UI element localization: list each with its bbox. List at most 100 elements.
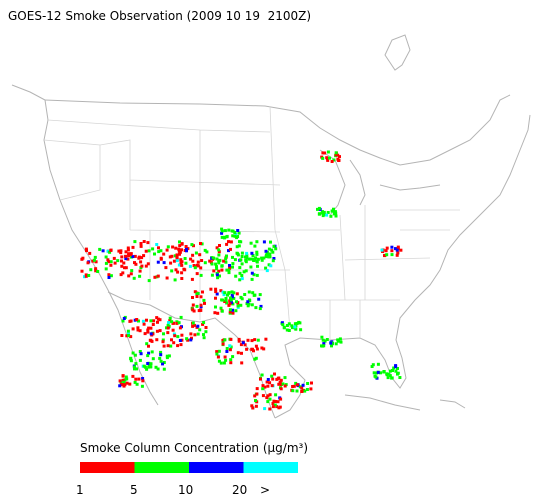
smoke-pixel	[94, 269, 98, 273]
smoke-pixel	[385, 246, 389, 250]
smoke-pixel	[291, 326, 294, 330]
smoke-pixel	[321, 156, 325, 160]
smoke-pixel	[334, 153, 338, 157]
smoke-pixel	[281, 382, 285, 386]
smoke-pixel	[252, 259, 256, 262]
legend-swatch	[243, 462, 298, 473]
smoke-pixel	[80, 257, 84, 261]
smoke-pixel	[321, 151, 325, 155]
smoke-pixel	[138, 274, 142, 278]
smoke-pixel	[190, 277, 194, 281]
smoke-pixel	[151, 247, 155, 251]
smoke-pixel	[223, 235, 227, 239]
smoke-pixel	[262, 347, 266, 351]
smoke-pixel	[334, 342, 338, 346]
smoke-pixel	[202, 336, 206, 340]
smoke-pixel	[140, 256, 144, 260]
smoke-pixel	[142, 322, 146, 326]
smoke-pixel	[254, 256, 258, 260]
smoke-pixel	[214, 262, 218, 266]
smoke-pixel	[322, 210, 326, 214]
smoke-pixel	[390, 376, 394, 380]
smoke-pixel	[265, 252, 269, 256]
smoke-pixel	[178, 250, 182, 254]
smoke-pixel	[230, 295, 234, 299]
smoke-pixel	[171, 245, 175, 249]
smoke-pixel	[217, 250, 221, 254]
smoke-pixel	[203, 301, 206, 305]
smoke-pixel	[148, 338, 152, 342]
smoke-pixel	[108, 250, 112, 254]
smoke-pixel	[204, 326, 208, 329]
smoke-pixel	[124, 254, 128, 258]
smoke-pixel	[196, 292, 200, 295]
smoke-pixel	[245, 347, 249, 351]
smoke-pixel	[161, 340, 165, 344]
smoke-pixel	[255, 392, 259, 396]
smoke-pixel	[208, 259, 212, 263]
smoke-pixel	[228, 302, 232, 306]
smoke-pixel	[246, 300, 250, 304]
smoke-pixel	[394, 369, 398, 373]
smoke-pixel	[142, 240, 146, 243]
smoke-pixel	[323, 151, 327, 155]
smoke-pixel	[231, 262, 235, 266]
smoke-pixel	[255, 250, 259, 254]
smoke-pixel	[203, 261, 207, 265]
smoke-pixel	[165, 326, 168, 330]
smoke-pixel	[388, 374, 392, 378]
smoke-pixel	[144, 264, 148, 268]
smoke-pixel	[121, 319, 125, 323]
smoke-pixel	[126, 246, 130, 250]
smoke-pixel	[269, 240, 272, 244]
smoke-pixel	[217, 269, 221, 273]
smoke-pixel	[258, 307, 262, 311]
smoke-pixel	[250, 303, 254, 307]
smoke-pixel	[220, 231, 224, 235]
smoke-pixel	[220, 309, 224, 313]
smoke-pixel	[212, 269, 216, 273]
smoke-pixel	[265, 396, 269, 400]
smoke-pixel	[238, 266, 242, 270]
smoke-pixel	[256, 264, 259, 268]
smoke-pixel	[141, 377, 145, 380]
smoke-pixel	[157, 246, 160, 250]
smoke-pixel	[250, 277, 254, 281]
smoke-pixel	[266, 394, 270, 398]
smoke-pixel	[275, 405, 279, 409]
smoke-pixel	[273, 372, 276, 376]
smoke-pixel	[88, 251, 92, 255]
smoke-pixel	[127, 274, 131, 278]
smoke-pixel	[170, 338, 173, 342]
smoke-pixel	[162, 361, 166, 364]
smoke-pixel	[236, 351, 240, 355]
smoke-pixel	[199, 273, 203, 277]
smoke-pixel	[107, 273, 111, 277]
smoke-pixel	[179, 258, 183, 262]
smoke-pixel	[253, 357, 257, 361]
smoke-pixel	[193, 266, 197, 270]
smoke-pixel	[325, 213, 329, 217]
smoke-pixel	[174, 246, 178, 250]
smoke-pixel	[215, 273, 219, 277]
smoke-pixel	[264, 254, 268, 258]
smoke-pixel	[250, 347, 254, 351]
smoke-pixel	[292, 384, 296, 388]
smoke-pixel	[167, 321, 170, 325]
smoke-pixel	[247, 302, 251, 306]
smoke-pixel	[183, 257, 187, 260]
smoke-pixel	[202, 333, 205, 337]
smoke-pixel	[233, 231, 237, 234]
smoke-pixel	[170, 254, 174, 258]
smoke-pixel	[255, 252, 259, 256]
smoke-pixel	[120, 264, 124, 268]
smoke-pixel	[228, 310, 232, 314]
smoke-pixel	[155, 243, 159, 246]
smoke-pixel	[147, 279, 151, 283]
smoke-pixel	[236, 304, 240, 308]
smoke-pixel	[250, 404, 254, 408]
smoke-pixel	[295, 389, 299, 393]
smoke-pixel	[376, 362, 380, 366]
smoke-pixel	[263, 385, 267, 389]
